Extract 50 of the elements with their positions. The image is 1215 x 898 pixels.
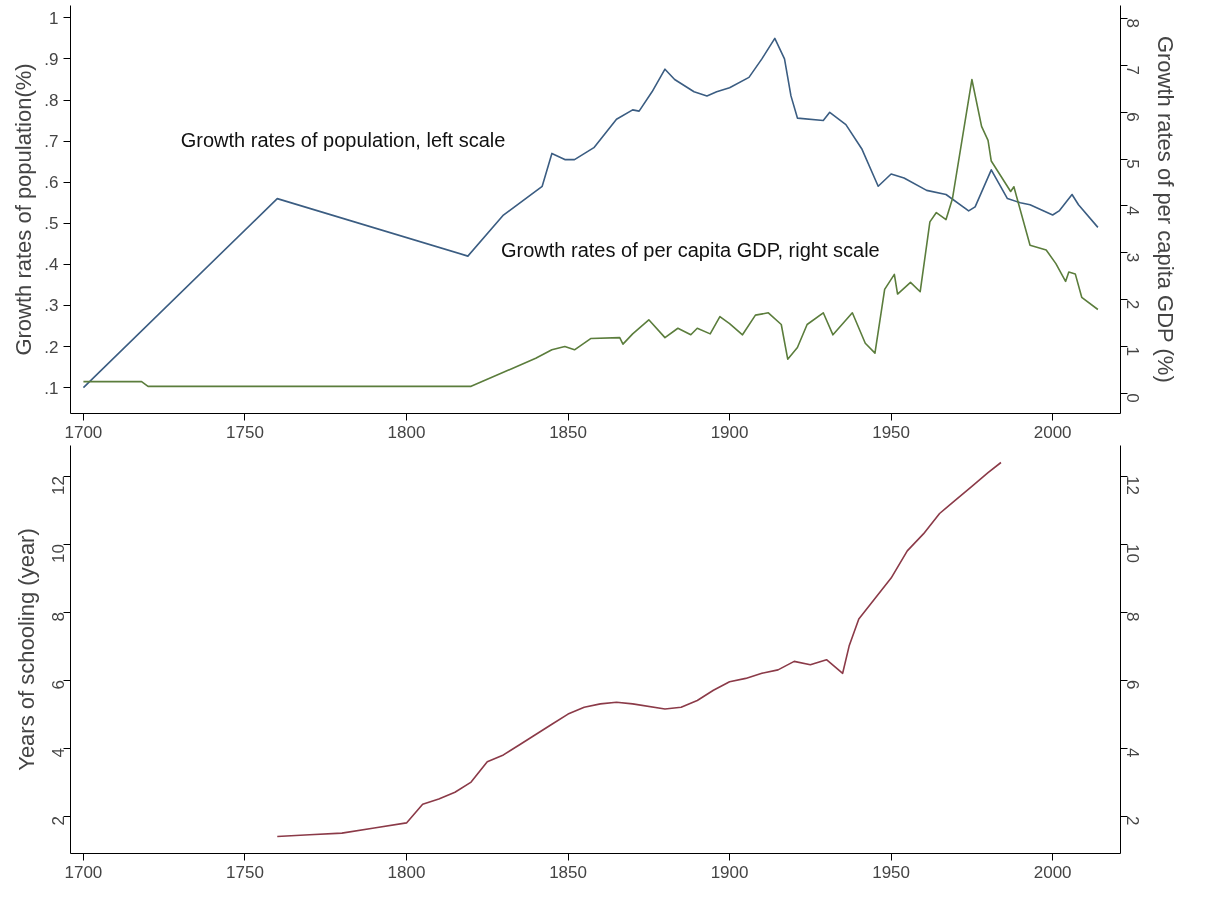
x-tick-label: 1750 (226, 862, 264, 882)
x-tick-label: 1950 (872, 862, 911, 882)
text: Growth rates of population, left scale (180, 129, 506, 152)
y2-tick-label: 1 (1122, 346, 1142, 356)
x-tick-label: 1700 (64, 422, 103, 442)
y-tick-label: .8 (44, 91, 59, 110)
x-tick-label: 1850 (549, 862, 587, 882)
y-tick-label: 4 (49, 748, 69, 758)
x-tick-label: 1950 (872, 422, 911, 442)
y2-tick-label: 4 (1122, 205, 1142, 216)
y2-tick-label: 8 (1122, 612, 1142, 622)
y2-tick-label: 5 (1122, 159, 1142, 169)
y-tick-label: .5 (44, 214, 59, 234)
y2-tick-label: 7 (1122, 65, 1142, 75)
y2-tick-label: 10 (1122, 544, 1142, 564)
x-tick-label: 2000 (1033, 862, 1072, 882)
x-tick-label: 1750 (226, 422, 264, 442)
y-tick-label: .4 (44, 255, 59, 275)
x-tick-label: 1800 (387, 422, 426, 442)
y2-tick-label: 2 (1122, 816, 1142, 826)
y-tick-label: 10 (49, 544, 69, 564)
y2-tick-label: 2 (1122, 299, 1142, 310)
y-axis-title: Years of schooling (year) (13, 528, 39, 771)
y2-tick-label: 6 (1122, 680, 1142, 690)
y-tick-label: .1 (44, 378, 59, 398)
y2-tick-label: 4 (1122, 748, 1142, 758)
x-tick-label: 1800 (387, 862, 426, 882)
y-tick-label: 1 (49, 8, 59, 28)
y2-axis-title: Growth rates of per capita GDP (%) (1152, 35, 1178, 383)
series-label: Growth rates of per capita GDP, right scale (501, 239, 880, 262)
y-tick-label: .2 (44, 337, 59, 357)
y-tick-label: 12 (49, 476, 69, 496)
y2-tick-label: 0 (1122, 393, 1142, 403)
x-tick-label: 1850 (549, 422, 587, 442)
x-tick-label: 1700 (64, 862, 103, 882)
y2-tick-label: 12 (1122, 476, 1142, 496)
y-tick-label: 2 (49, 816, 69, 826)
y-tick-label: 6 (49, 680, 69, 690)
y-axis-title: Growth rates of population(%) (11, 63, 37, 356)
y-tick-label: .7 (44, 132, 59, 152)
x-tick-label: 2000 (1033, 422, 1072, 442)
y2-tick-label: 6 (1122, 112, 1142, 122)
y-tick-label: .9 (44, 49, 59, 69)
y-tick-label: .6 (44, 173, 59, 193)
x-tick-label: 1900 (710, 422, 749, 442)
y2-tick-label: 3 (1122, 252, 1142, 263)
y-tick-label: 8 (49, 612, 69, 622)
y-tick-label: .3 (44, 296, 59, 316)
x-tick-label: 1900 (710, 862, 749, 882)
y2-tick-label: 8 (1122, 18, 1142, 29)
